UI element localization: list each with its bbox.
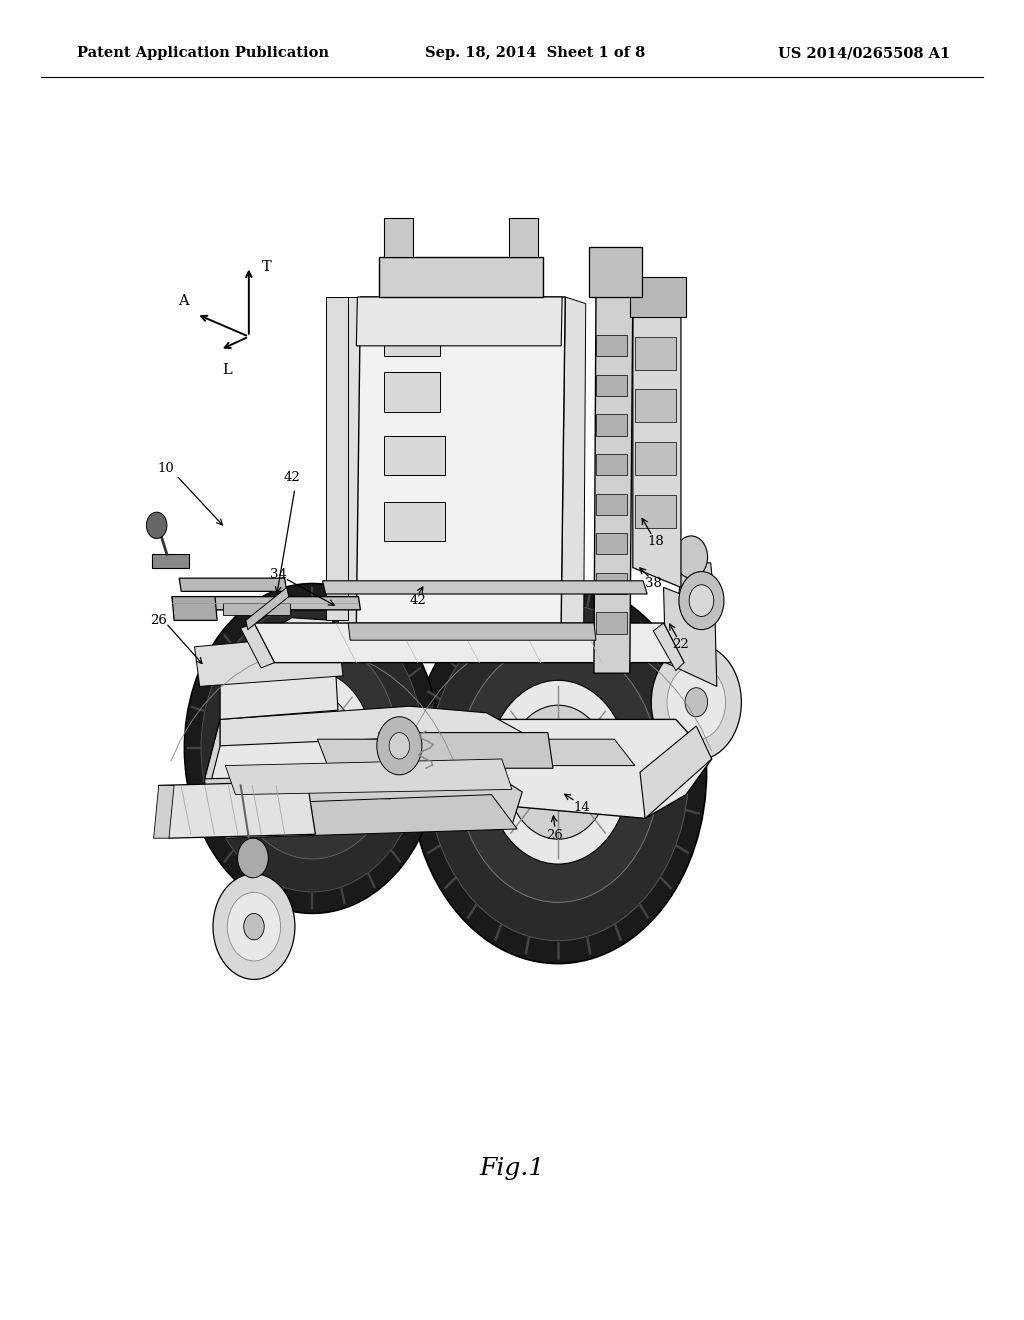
- Circle shape: [651, 644, 741, 760]
- Polygon shape: [159, 781, 315, 838]
- Text: L: L: [222, 363, 232, 378]
- Polygon shape: [384, 317, 440, 356]
- Text: T: T: [262, 260, 272, 273]
- Circle shape: [410, 581, 707, 964]
- Polygon shape: [338, 297, 360, 627]
- Polygon shape: [205, 719, 712, 818]
- Polygon shape: [384, 436, 445, 475]
- Polygon shape: [356, 297, 565, 623]
- Text: A: A: [178, 293, 188, 308]
- Polygon shape: [384, 502, 445, 541]
- Polygon shape: [172, 597, 217, 620]
- Text: 26: 26: [547, 829, 563, 842]
- Polygon shape: [179, 578, 287, 591]
- Circle shape: [541, 750, 575, 795]
- Text: US 2014/0265508 A1: US 2014/0265508 A1: [778, 46, 950, 61]
- Circle shape: [244, 913, 264, 940]
- Text: 38: 38: [645, 577, 662, 590]
- Polygon shape: [348, 623, 596, 640]
- Polygon shape: [254, 623, 684, 663]
- Polygon shape: [633, 317, 681, 587]
- Bar: [596, 335, 627, 356]
- Polygon shape: [205, 719, 220, 805]
- Polygon shape: [215, 795, 517, 838]
- Polygon shape: [195, 634, 343, 686]
- Text: 42: 42: [284, 471, 300, 484]
- Circle shape: [201, 605, 424, 892]
- Circle shape: [689, 585, 714, 616]
- Polygon shape: [317, 739, 635, 766]
- Polygon shape: [326, 297, 348, 620]
- Bar: [589, 247, 642, 297]
- Polygon shape: [220, 706, 522, 746]
- Text: Patent Application Publication: Patent Application Publication: [77, 46, 329, 61]
- Polygon shape: [172, 597, 360, 610]
- Circle shape: [389, 733, 410, 759]
- Text: Sep. 18, 2014  Sheet 1 of 8: Sep. 18, 2014 Sheet 1 of 8: [425, 46, 645, 61]
- Bar: [635, 442, 676, 475]
- Polygon shape: [356, 297, 562, 346]
- Bar: [509, 218, 538, 257]
- Polygon shape: [154, 785, 174, 838]
- Polygon shape: [220, 618, 338, 719]
- Circle shape: [457, 642, 659, 903]
- Circle shape: [146, 512, 167, 539]
- Circle shape: [184, 583, 440, 913]
- Circle shape: [506, 705, 610, 840]
- Text: 42: 42: [410, 594, 426, 607]
- Text: Fig.1: Fig.1: [479, 1156, 545, 1180]
- Polygon shape: [594, 297, 633, 673]
- Polygon shape: [241, 623, 274, 668]
- Text: 10: 10: [158, 462, 174, 475]
- Polygon shape: [246, 587, 289, 630]
- Circle shape: [252, 671, 373, 826]
- Polygon shape: [152, 554, 189, 568]
- Polygon shape: [205, 772, 522, 834]
- Circle shape: [213, 874, 295, 979]
- Polygon shape: [653, 623, 684, 671]
- Polygon shape: [543, 768, 640, 816]
- Bar: [596, 533, 627, 554]
- Circle shape: [427, 603, 689, 941]
- Polygon shape: [379, 733, 553, 768]
- Circle shape: [667, 664, 726, 741]
- Polygon shape: [678, 562, 715, 603]
- Circle shape: [226, 638, 398, 859]
- Bar: [596, 573, 627, 594]
- Text: 18: 18: [647, 535, 664, 548]
- Bar: [384, 218, 413, 257]
- Bar: [596, 612, 627, 634]
- Polygon shape: [323, 581, 647, 594]
- Bar: [596, 454, 627, 475]
- Circle shape: [238, 838, 268, 878]
- Circle shape: [675, 536, 708, 578]
- Circle shape: [268, 692, 356, 805]
- Circle shape: [679, 572, 724, 630]
- Bar: [630, 277, 686, 317]
- Text: 34: 34: [270, 568, 287, 581]
- Circle shape: [227, 892, 281, 961]
- Bar: [596, 375, 627, 396]
- Polygon shape: [384, 372, 440, 412]
- Circle shape: [685, 688, 708, 717]
- Bar: [635, 389, 676, 422]
- Text: 22: 22: [673, 638, 689, 651]
- Polygon shape: [664, 587, 717, 686]
- Bar: [635, 337, 676, 370]
- Polygon shape: [561, 297, 586, 627]
- Bar: [596, 414, 627, 436]
- Polygon shape: [640, 726, 712, 818]
- Text: 14: 14: [573, 801, 590, 814]
- Polygon shape: [225, 759, 512, 795]
- Bar: [635, 495, 676, 528]
- Polygon shape: [238, 795, 270, 832]
- Circle shape: [297, 729, 328, 768]
- Bar: [223, 603, 290, 615]
- Circle shape: [377, 717, 422, 775]
- Text: 26: 26: [151, 614, 167, 627]
- Circle shape: [486, 680, 630, 865]
- Bar: [596, 494, 627, 515]
- Polygon shape: [379, 257, 543, 297]
